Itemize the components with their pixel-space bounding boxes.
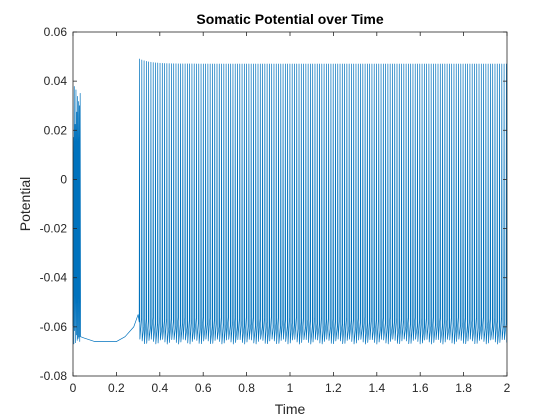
chart-title: Somatic Potential over Time <box>196 11 383 27</box>
y-tick-label: 0.06 <box>44 25 68 39</box>
y-tick-label: 0.02 <box>44 123 68 137</box>
x-tick-label: 1.4 <box>368 381 385 395</box>
x-axis-label: Time <box>275 401 306 417</box>
x-axis-ticks: 0 0.2 0.4 0.6 0.8 1 1.2 1.4 1.6 1.8 2 <box>70 32 511 395</box>
y-tick-label: -0.08 <box>40 369 68 383</box>
y-tick-label: 0.04 <box>44 74 68 88</box>
y-tick-label: -0.04 <box>40 271 68 285</box>
x-tick-label: 1 <box>287 381 294 395</box>
x-tick-label: 0.2 <box>108 381 125 395</box>
x-tick-label: 1.2 <box>325 381 342 395</box>
x-tick-label: 0.4 <box>151 381 168 395</box>
y-axis-label: Potential <box>17 177 33 231</box>
y-axis-ticks: -0.08 -0.06 -0.04 -0.02 0 0.02 0.04 0.06 <box>40 25 507 383</box>
x-tick-label: 2 <box>504 381 511 395</box>
x-tick-label: 0.8 <box>238 381 255 395</box>
data-layer <box>72 58 508 345</box>
x-tick-label: 1.6 <box>412 381 429 395</box>
y-tick-label: -0.06 <box>40 320 68 334</box>
y-tick-label: 0 <box>60 172 67 186</box>
x-tick-label: 0.6 <box>195 381 212 395</box>
x-tick-label: 0 <box>70 381 77 395</box>
y-tick-label: -0.02 <box>40 222 68 236</box>
potential-series-line <box>72 58 508 345</box>
x-tick-label: 1.8 <box>455 381 472 395</box>
